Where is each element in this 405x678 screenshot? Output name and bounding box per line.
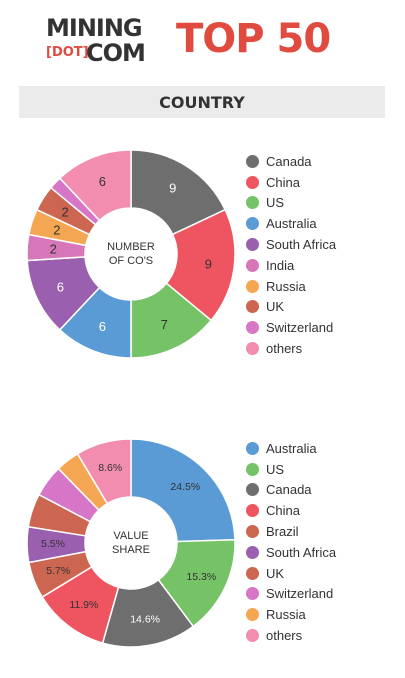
legend-label: Australia — [266, 216, 317, 232]
legend-label: India — [266, 257, 295, 273]
legend-swatch — [246, 300, 259, 314]
legend-item-south-africa: South Africa — [246, 234, 336, 255]
data-label-canada: 9 — [169, 181, 176, 196]
data-label-china: 9 — [205, 256, 212, 271]
legend-swatch — [246, 321, 259, 335]
data-label-us: 7 — [161, 317, 168, 332]
legend-label: Switzerland — [266, 320, 334, 336]
legend-swatch — [246, 175, 259, 189]
slice-australia — [130, 438, 236, 543]
data-label-others: 8.6% — [98, 462, 122, 474]
data-label-brazil: 5.7% — [46, 565, 70, 577]
legend-label: US — [266, 461, 285, 477]
legend-label: China — [266, 503, 300, 519]
legend-label: UK — [266, 299, 285, 315]
legend-item-south-africa: South Africa — [246, 542, 336, 563]
center-label-line-2: OF CO'S — [109, 255, 153, 267]
legend-item-australia: Australia — [246, 438, 336, 459]
legend-swatch — [246, 217, 259, 231]
legend-item-canada: Canada — [246, 151, 336, 172]
legend-swatch — [246, 545, 259, 559]
slice-others — [58, 149, 132, 222]
data-label-uk: 2 — [61, 205, 68, 220]
legend-label: others — [266, 628, 303, 644]
legend-item-russia: Russia — [246, 604, 336, 625]
legend-label: Russia — [266, 278, 306, 294]
data-label-canada: 14.6% — [130, 614, 160, 626]
legend-item-china: China — [246, 172, 336, 193]
legend-swatch — [246, 462, 259, 476]
legend-swatch — [246, 566, 259, 580]
legend-item-others: others — [246, 338, 336, 359]
legend-item-uk: UK — [246, 563, 336, 584]
legend-label: Russia — [266, 607, 306, 623]
logo-text-mining: MINING — [46, 14, 143, 42]
legend-item-canada: Canada — [246, 480, 336, 501]
legend-item-us: US — [246, 193, 336, 214]
logo-text-dot: [DOT] — [46, 45, 89, 60]
legend-label: Canada — [266, 482, 312, 498]
legend-swatch — [246, 238, 259, 252]
legend-swatch — [246, 258, 259, 272]
legend-item-us: US — [246, 459, 336, 480]
logo-text-com: COM — [86, 39, 146, 67]
legend-label: Switzerland — [266, 586, 334, 602]
data-label-india: 2 — [50, 242, 57, 257]
legend-item-switzerland: Switzerland — [246, 584, 336, 605]
legend-swatch — [246, 196, 259, 210]
legend-item-india: India — [246, 255, 336, 276]
page-title: TOP 50 — [176, 16, 331, 62]
legend-swatch — [246, 608, 259, 622]
value-share-legend: Australia US Canada China Brazil South Africa… — [246, 438, 336, 646]
legend-item-others: others — [246, 625, 336, 646]
center-label-line-2: SHARE — [112, 544, 150, 556]
legend-swatch — [246, 483, 259, 497]
data-label-us: 15.3% — [186, 571, 216, 583]
number-of-companies-legend: Canada China US Australia South Africa India R… — [246, 151, 336, 359]
legend-swatch — [246, 154, 259, 168]
data-label-australia: 6 — [99, 319, 106, 334]
legend-swatch — [246, 279, 259, 293]
data-label-others: 6 — [99, 174, 106, 189]
legend-item-china: China — [246, 500, 336, 521]
legend-swatch — [246, 525, 259, 539]
legend-item-uk: UK — [246, 297, 336, 318]
slice-others — [76, 438, 132, 505]
legend-item-australia: Australia — [246, 213, 336, 234]
data-label-south-africa: 5.5% — [41, 538, 65, 550]
mining-dot-com-logo: MINING [DOT] COM — [46, 16, 158, 66]
data-label-south-africa: 6 — [57, 280, 64, 295]
section-header: COUNTRY — [19, 86, 385, 118]
data-label-russia: 2 — [53, 222, 60, 237]
legend-label: Brazil — [266, 524, 299, 540]
legend-swatch — [246, 587, 259, 601]
legend-swatch — [246, 441, 259, 455]
legend-label: US — [266, 195, 285, 211]
legend-label: Australia — [266, 440, 317, 456]
legend-label: China — [266, 174, 300, 190]
legend-swatch — [246, 342, 259, 356]
legend-label: UK — [266, 565, 285, 581]
value-share-donut-chart: 24.5% 15.3% 14.6% 11.9% 5.7% 5.5% 8.6% VALUE SHA… — [26, 438, 236, 648]
legend-label: South Africa — [266, 237, 337, 253]
legend-label: others — [266, 341, 303, 357]
legend-label: South Africa — [266, 544, 337, 560]
legend-item-russia: Russia — [246, 276, 336, 297]
center-label-line-1: NUMBER — [107, 241, 155, 253]
legend-item-brazil: Brazil — [246, 521, 336, 542]
center-label-line-1: VALUE — [113, 530, 148, 542]
legend-swatch — [246, 629, 259, 643]
legend-item-switzerland: Switzerland — [246, 317, 336, 338]
legend-swatch — [246, 504, 259, 518]
data-label-china: 11.9% — [69, 599, 98, 611]
section-title: COUNTRY — [159, 92, 245, 112]
data-label-australia: 24.5% — [170, 481, 200, 493]
legend-label: Canada — [266, 153, 312, 169]
